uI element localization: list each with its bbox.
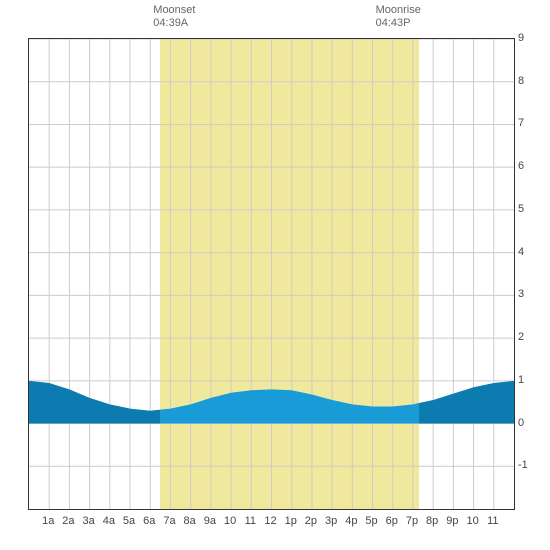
x-tick-label: 6p bbox=[386, 515, 398, 527]
x-tick-label: 2a bbox=[62, 515, 74, 527]
top-label-time: 04:39A bbox=[153, 17, 195, 30]
x-tick-label: 10 bbox=[224, 515, 236, 527]
x-tick-label: 1a bbox=[42, 515, 54, 527]
x-tick-label: 2p bbox=[305, 515, 317, 527]
x-tick-label: 8a bbox=[184, 515, 196, 527]
x-tick-label: 9p bbox=[446, 515, 458, 527]
x-tick-label: 3p bbox=[325, 515, 337, 527]
x-tick-label: 7p bbox=[406, 515, 418, 527]
y-tick-label: 9 bbox=[518, 32, 524, 44]
y-tick-label: 3 bbox=[518, 288, 524, 300]
y-tick-label: 8 bbox=[518, 75, 524, 87]
x-tick-label: 9a bbox=[204, 515, 216, 527]
top-label-time: 04:43P bbox=[376, 17, 421, 30]
x-tick-label: 11 bbox=[245, 515, 256, 527]
tide-day bbox=[160, 389, 419, 423]
y-tick-label: 7 bbox=[518, 117, 524, 129]
x-tick-label: 4p bbox=[345, 515, 357, 527]
x-tick-label: 3a bbox=[83, 515, 95, 527]
tide-chart: Moonset04:39A Moonrise04:43P 1a 2a 3a 4a 5a 6a… bbox=[0, 0, 550, 550]
y-tick-label: 6 bbox=[518, 160, 524, 172]
top-label-title: Moonrise bbox=[376, 4, 421, 17]
x-tick-label: 12 bbox=[264, 515, 276, 527]
y-tick-label: 0 bbox=[518, 417, 524, 429]
y-tick-label: 1 bbox=[518, 374, 524, 386]
top-label-title: Moonset bbox=[153, 4, 195, 17]
tide-night-left bbox=[29, 381, 160, 424]
y-tick-label: -1 bbox=[518, 459, 528, 471]
plot-area bbox=[28, 38, 515, 510]
x-tick-label: 4a bbox=[103, 515, 115, 527]
grid bbox=[29, 39, 514, 509]
chart-svg bbox=[29, 39, 514, 509]
x-tick-label: 5a bbox=[123, 515, 135, 527]
x-tick-label: 5p bbox=[365, 515, 377, 527]
x-tick-label: 1p bbox=[285, 515, 297, 527]
y-tick-label: 2 bbox=[518, 331, 524, 343]
y-axis-labels: -10123456789 bbox=[518, 38, 548, 508]
top-label: Moonset04:39A bbox=[153, 4, 195, 30]
x-tick-label: 8p bbox=[426, 515, 438, 527]
top-label: Moonrise04:43P bbox=[376, 4, 421, 30]
x-tick-label: 7a bbox=[163, 515, 175, 527]
y-tick-label: 5 bbox=[518, 203, 524, 215]
x-tick-label: 10 bbox=[466, 515, 478, 527]
y-tick-label: 4 bbox=[518, 246, 524, 258]
x-tick-label: 11 bbox=[487, 515, 498, 527]
x-tick-label: 6a bbox=[143, 515, 155, 527]
